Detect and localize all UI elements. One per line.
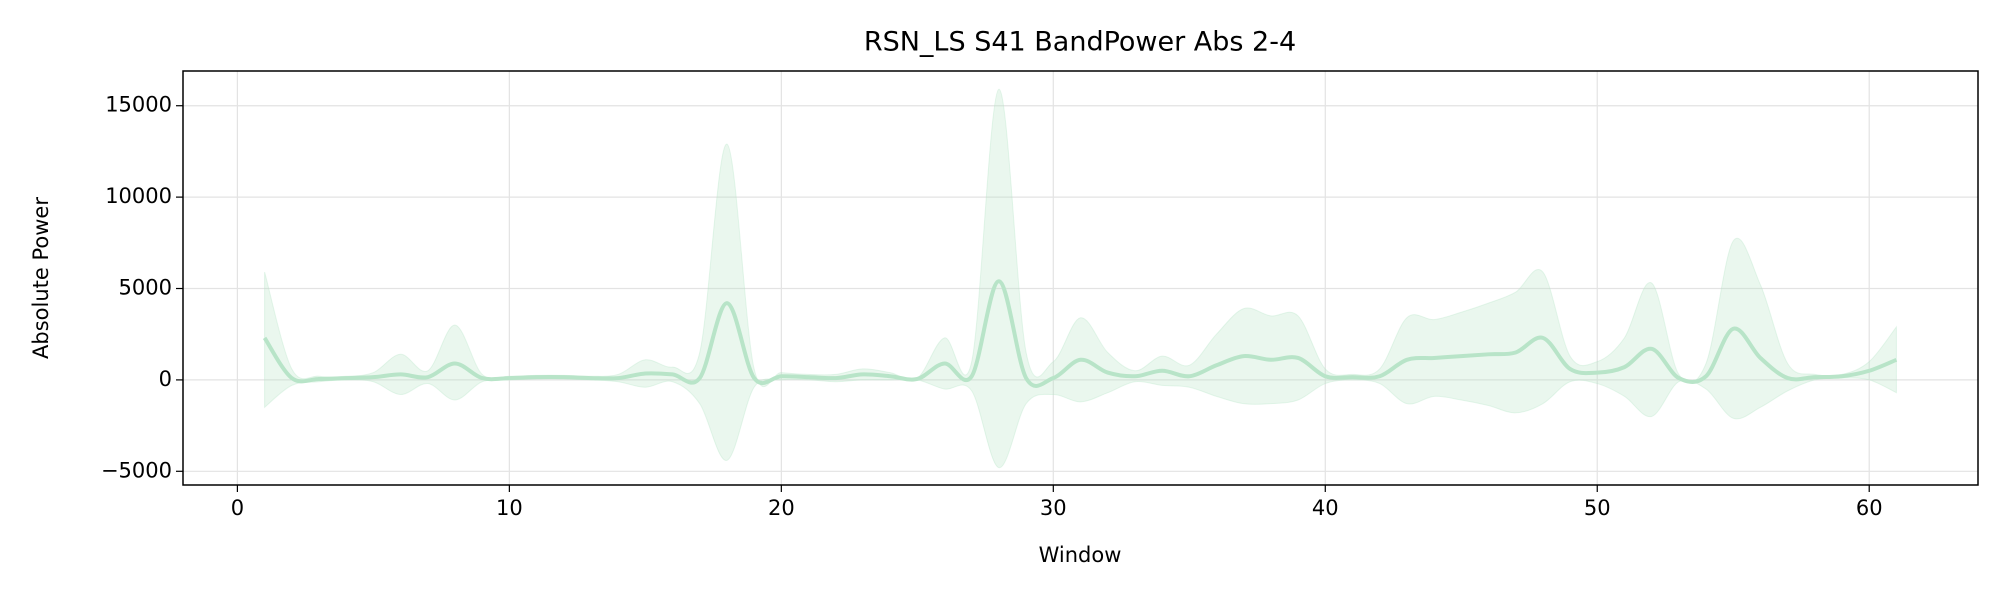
x-tick-label: 50 (1584, 496, 1611, 520)
line (262, 279, 1898, 388)
x-tick-label: 0 (231, 496, 244, 520)
y-tick-label: 15000 (105, 93, 172, 117)
y-tick-label: 5000 (119, 276, 172, 300)
y-axis-label: Absolute Power (29, 197, 53, 359)
x-tick-label: 20 (768, 496, 795, 520)
x-tick-label: 10 (496, 496, 523, 520)
x-axis-label: Window (1039, 543, 1122, 567)
y-tick-label: 10000 (105, 184, 172, 208)
y-tick-label: 0 (159, 367, 172, 391)
y-tick-label: −5000 (101, 458, 172, 482)
plot-frame (182, 70, 1979, 486)
chart-title: RSN_LS S41 BandPower Abs 2-4 (864, 27, 1296, 58)
x-tick-label: 60 (1856, 496, 1883, 520)
x-tick-label: 30 (1040, 496, 1067, 520)
x-tick-label: 40 (1312, 496, 1339, 520)
